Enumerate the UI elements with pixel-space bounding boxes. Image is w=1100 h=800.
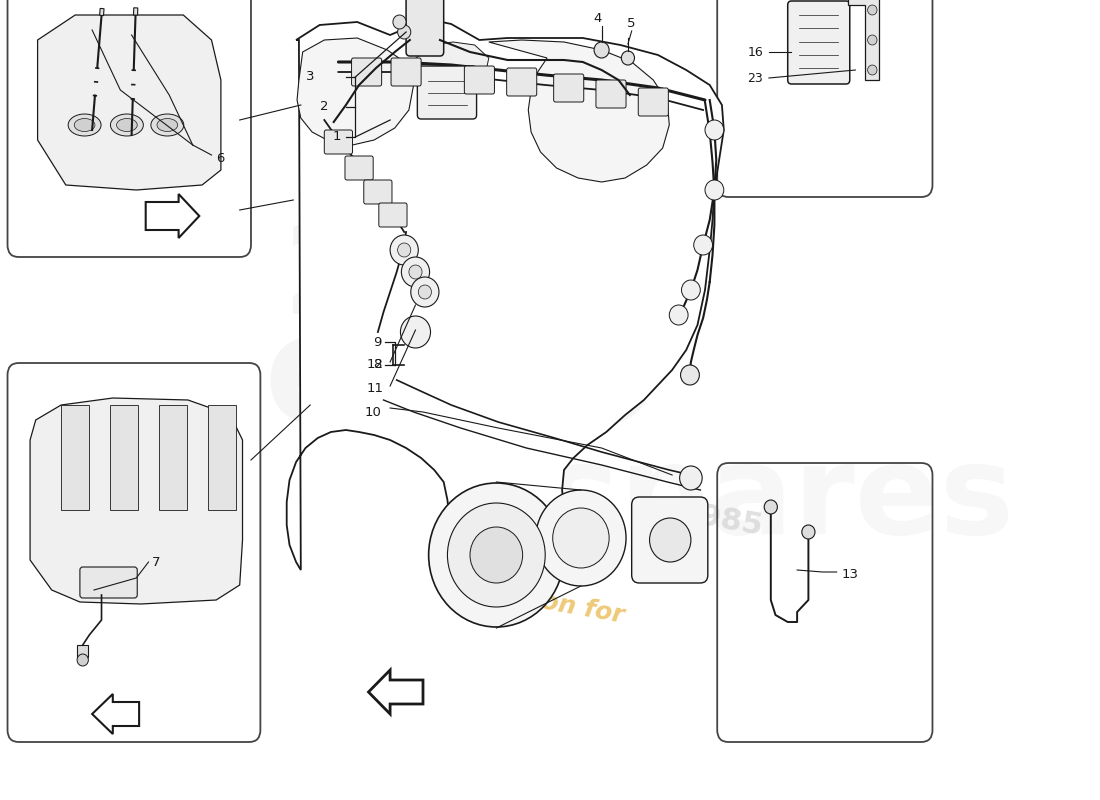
Circle shape bbox=[649, 518, 691, 562]
Text: spares: spares bbox=[546, 439, 1014, 561]
Circle shape bbox=[669, 305, 689, 325]
FancyBboxPatch shape bbox=[507, 68, 537, 96]
Ellipse shape bbox=[110, 114, 143, 136]
Text: 2: 2 bbox=[282, 219, 369, 341]
FancyBboxPatch shape bbox=[352, 58, 382, 86]
Ellipse shape bbox=[68, 114, 101, 136]
Circle shape bbox=[594, 42, 609, 58]
Circle shape bbox=[680, 466, 702, 490]
Polygon shape bbox=[30, 398, 242, 604]
Polygon shape bbox=[37, 15, 221, 190]
Text: 11: 11 bbox=[366, 382, 384, 394]
Text: 1985: 1985 bbox=[676, 498, 766, 542]
Circle shape bbox=[397, 243, 410, 257]
FancyBboxPatch shape bbox=[80, 567, 138, 598]
Circle shape bbox=[418, 285, 431, 299]
Circle shape bbox=[536, 490, 626, 586]
Circle shape bbox=[621, 51, 635, 65]
Circle shape bbox=[470, 527, 522, 583]
Polygon shape bbox=[488, 40, 669, 182]
Text: 5: 5 bbox=[470, 219, 557, 341]
Polygon shape bbox=[110, 405, 139, 510]
FancyBboxPatch shape bbox=[596, 80, 626, 108]
Text: 2: 2 bbox=[320, 101, 328, 114]
Circle shape bbox=[448, 503, 546, 607]
Circle shape bbox=[694, 235, 713, 255]
Circle shape bbox=[868, 5, 877, 15]
Text: euro: euro bbox=[263, 306, 656, 454]
FancyBboxPatch shape bbox=[324, 130, 352, 154]
Circle shape bbox=[681, 365, 700, 385]
Polygon shape bbox=[62, 405, 89, 510]
Circle shape bbox=[705, 180, 724, 200]
Circle shape bbox=[682, 280, 701, 300]
FancyBboxPatch shape bbox=[788, 1, 850, 84]
FancyBboxPatch shape bbox=[345, 156, 373, 180]
Polygon shape bbox=[133, 8, 138, 15]
Polygon shape bbox=[848, 0, 879, 80]
FancyBboxPatch shape bbox=[406, 0, 443, 56]
Text: 9: 9 bbox=[373, 335, 382, 349]
FancyBboxPatch shape bbox=[631, 497, 707, 583]
Polygon shape bbox=[297, 38, 414, 145]
Polygon shape bbox=[145, 194, 199, 238]
Circle shape bbox=[868, 65, 877, 75]
Text: 16: 16 bbox=[747, 46, 763, 58]
Ellipse shape bbox=[157, 118, 178, 131]
Circle shape bbox=[868, 35, 877, 45]
Text: 3: 3 bbox=[307, 70, 315, 83]
Circle shape bbox=[77, 654, 88, 666]
FancyBboxPatch shape bbox=[364, 180, 392, 204]
Text: 1: 1 bbox=[332, 130, 341, 143]
Polygon shape bbox=[158, 405, 187, 510]
Circle shape bbox=[400, 316, 430, 348]
Circle shape bbox=[802, 525, 815, 539]
Circle shape bbox=[705, 120, 724, 140]
Polygon shape bbox=[100, 8, 104, 16]
Circle shape bbox=[397, 25, 410, 39]
FancyBboxPatch shape bbox=[390, 58, 421, 86]
Circle shape bbox=[402, 257, 430, 287]
FancyBboxPatch shape bbox=[464, 66, 494, 94]
Circle shape bbox=[393, 15, 406, 29]
Text: 6: 6 bbox=[217, 151, 224, 165]
Circle shape bbox=[552, 508, 609, 568]
Text: 10: 10 bbox=[365, 406, 382, 418]
Circle shape bbox=[409, 265, 422, 279]
Text: 7: 7 bbox=[152, 555, 161, 569]
Text: 5: 5 bbox=[627, 17, 636, 30]
Polygon shape bbox=[368, 670, 424, 714]
Text: 23: 23 bbox=[747, 71, 763, 85]
Ellipse shape bbox=[117, 118, 138, 131]
Polygon shape bbox=[92, 694, 139, 734]
Text: 4: 4 bbox=[594, 12, 602, 25]
Circle shape bbox=[764, 500, 778, 514]
FancyBboxPatch shape bbox=[638, 88, 669, 116]
FancyBboxPatch shape bbox=[553, 74, 584, 102]
Polygon shape bbox=[77, 645, 88, 657]
FancyBboxPatch shape bbox=[378, 203, 407, 227]
Polygon shape bbox=[414, 42, 488, 102]
Text: 8: 8 bbox=[373, 358, 382, 371]
Ellipse shape bbox=[151, 114, 184, 136]
Polygon shape bbox=[208, 405, 235, 510]
Text: 13: 13 bbox=[842, 569, 858, 582]
Circle shape bbox=[410, 277, 439, 307]
Text: 12: 12 bbox=[366, 358, 384, 371]
Ellipse shape bbox=[75, 118, 95, 131]
Circle shape bbox=[429, 483, 564, 627]
Text: a passion for: a passion for bbox=[442, 572, 626, 628]
Circle shape bbox=[390, 235, 418, 265]
Polygon shape bbox=[287, 20, 724, 588]
FancyBboxPatch shape bbox=[417, 66, 476, 119]
